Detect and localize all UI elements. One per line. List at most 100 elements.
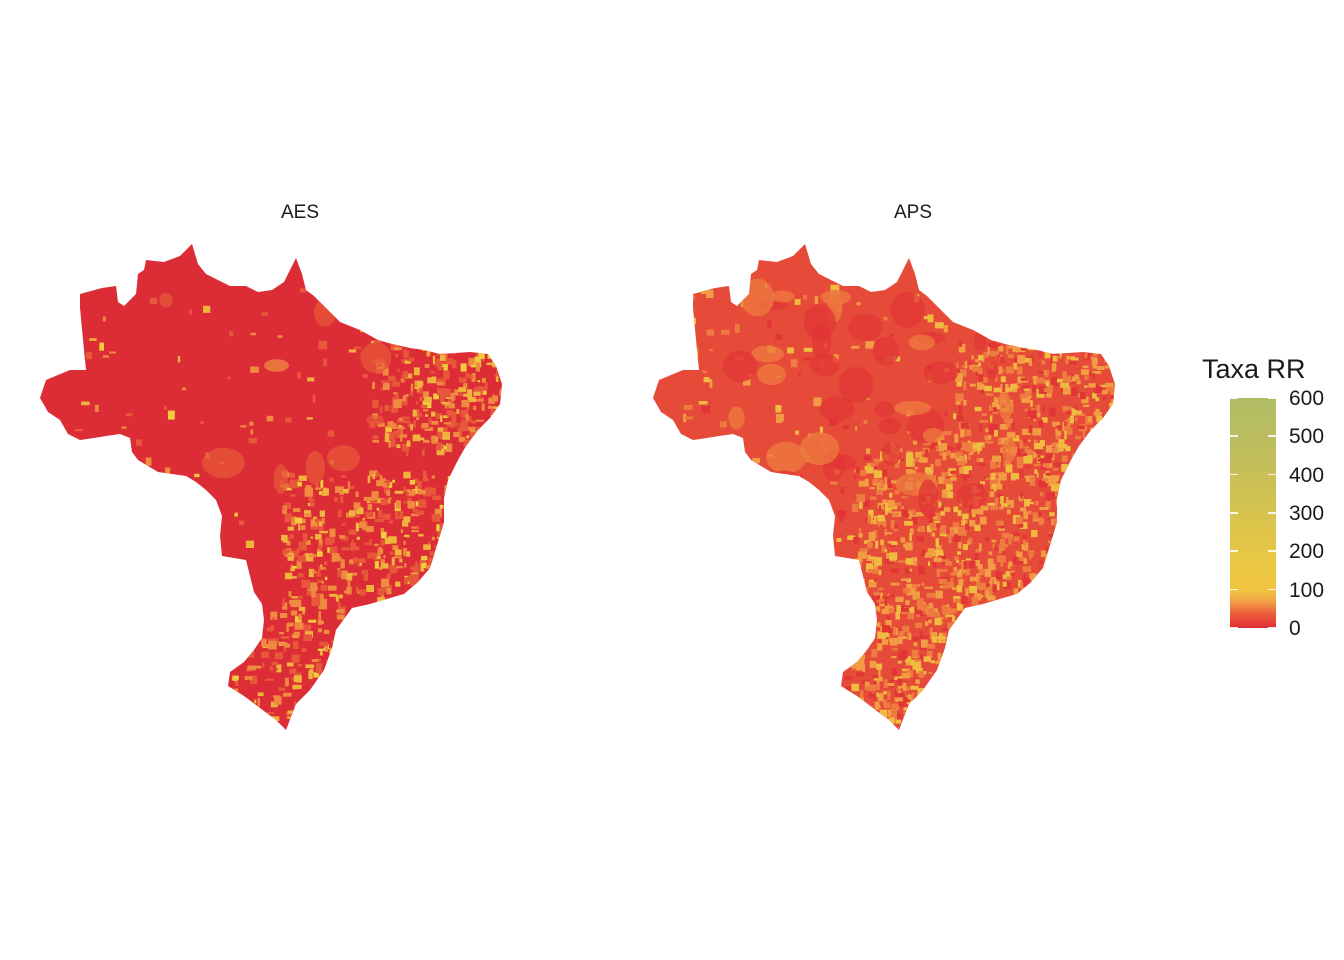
municipality-patch: [880, 469, 888, 477]
municipality-patch: [438, 596, 442, 604]
municipality-patch: [998, 546, 1005, 554]
municipality-patch: [932, 560, 937, 568]
municipality-patch: [803, 295, 807, 300]
municipality-patch: [1076, 413, 1086, 416]
municipality-patch: [1094, 451, 1100, 459]
municipality-patch: [377, 597, 386, 606]
municipality-patch: [350, 485, 355, 489]
municipality-patch: [1017, 559, 1025, 565]
municipality-patch: [404, 373, 413, 379]
municipality-patch: [380, 406, 383, 414]
municipality-patch: [1038, 601, 1045, 609]
municipality-patch: [246, 646, 253, 650]
municipality-patch: [1106, 383, 1115, 392]
municipality-patch: [1062, 480, 1068, 486]
municipality-patch: [313, 685, 319, 691]
municipality-patch: [916, 667, 923, 674]
municipality-patch: [495, 376, 499, 382]
municipality-patch: [423, 391, 429, 398]
region-patch: [771, 290, 795, 303]
municipality-patch: [1037, 458, 1047, 462]
municipality-patch: [920, 647, 927, 650]
municipality-patch: [873, 692, 877, 701]
municipality-patch: [136, 439, 143, 446]
municipality-patch: [897, 635, 903, 644]
municipality-patch: [970, 442, 979, 449]
municipality-patch: [288, 591, 292, 597]
municipality-patch: [445, 405, 448, 409]
municipality-patch: [934, 322, 944, 329]
municipality-patch: [388, 439, 396, 448]
municipality-patch: [889, 544, 896, 547]
municipality-patch: [1057, 550, 1060, 557]
municipality-patch: [291, 596, 299, 599]
municipality-patch: [683, 413, 687, 423]
municipality-patch: [944, 446, 952, 453]
municipality-patch: [475, 426, 482, 432]
region-patch: [803, 304, 836, 340]
municipality-patch: [855, 426, 858, 431]
municipality-patch: [875, 622, 881, 628]
municipality-patch: [896, 693, 906, 698]
municipality-patch: [353, 346, 362, 350]
municipality-patch: [958, 341, 963, 347]
municipality-patch: [1030, 410, 1037, 419]
municipality-patch: [404, 577, 408, 585]
municipality-patch: [233, 700, 239, 704]
municipality-patch: [396, 444, 401, 449]
municipality-patch: [870, 462, 874, 467]
municipality-patch: [1038, 516, 1043, 526]
municipality-patch: [721, 329, 730, 335]
municipality-patch: [1040, 455, 1045, 458]
municipality-patch: [957, 551, 961, 555]
municipality-patch: [412, 478, 419, 484]
municipality-patch: [735, 324, 740, 333]
municipality-patch: [889, 637, 898, 646]
municipality-patch: [322, 488, 327, 496]
municipality-patch: [298, 717, 306, 726]
municipality-patch: [883, 679, 888, 688]
municipality-patch: [315, 688, 323, 696]
municipality-patch: [979, 424, 982, 433]
municipality-patch: [987, 558, 994, 567]
municipality-patch: [1023, 446, 1029, 449]
municipality-patch: [403, 486, 407, 493]
municipality-patch: [685, 292, 693, 298]
municipality-patch: [338, 682, 342, 687]
municipality-patch: [1027, 510, 1032, 515]
municipality-patch: [1016, 551, 1023, 557]
municipality-patch: [944, 410, 948, 417]
municipality-patch: [1071, 387, 1078, 396]
municipality-patch: [440, 415, 443, 423]
municipality-patch: [947, 491, 954, 499]
municipality-patch: [494, 374, 499, 377]
municipality-patch: [926, 650, 933, 658]
municipality-patch: [968, 560, 976, 569]
municipality-patch: [800, 474, 803, 481]
municipality-patch: [904, 568, 911, 575]
municipality-patch: [955, 455, 964, 461]
municipality-patch: [845, 613, 852, 620]
municipality-patch: [374, 554, 377, 559]
municipality-patch: [1041, 579, 1049, 589]
municipality-patch: [962, 544, 968, 550]
municipality-patch: [423, 492, 432, 497]
municipality-patch: [280, 642, 288, 645]
municipality-patch: [393, 399, 402, 408]
municipality-patch: [878, 639, 883, 645]
municipality-patch: [906, 452, 914, 460]
municipality-patch: [893, 502, 902, 506]
municipality-patch: [940, 700, 946, 707]
municipality-patch: [998, 528, 1005, 531]
municipality-patch: [1081, 369, 1090, 375]
municipality-patch: [1058, 592, 1064, 600]
municipality-patch: [415, 510, 425, 515]
municipality-patch: [1023, 439, 1028, 443]
municipality-patch: [965, 589, 969, 599]
municipality-patch: [457, 427, 463, 436]
municipality-patch: [434, 347, 442, 351]
municipality-patch: [477, 436, 480, 446]
municipality-patch: [1023, 542, 1029, 551]
municipality-patch: [880, 525, 883, 528]
municipality-patch: [1046, 461, 1053, 468]
